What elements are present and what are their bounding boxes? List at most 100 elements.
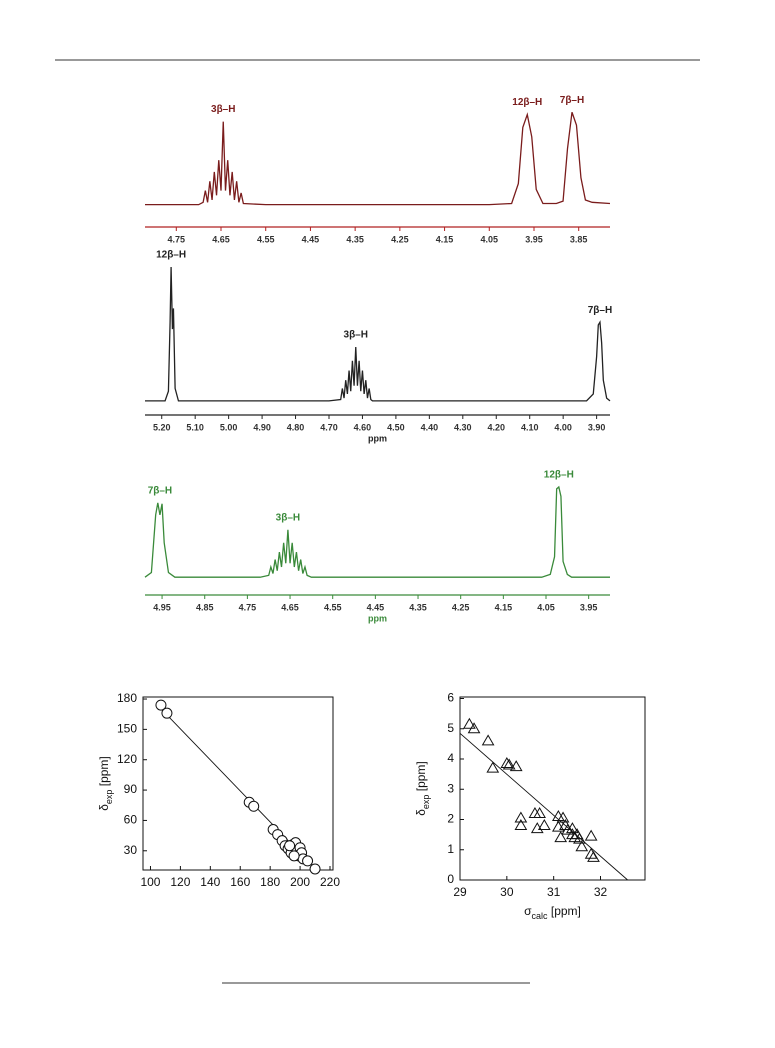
label-part: δ: [414, 809, 428, 816]
x-tick-label: 4.15: [495, 602, 513, 612]
x-tick-label: 4.20: [487, 422, 505, 432]
x-tick-label: 4.80: [287, 422, 305, 432]
point: [566, 822, 579, 834]
y-tick-label: 1: [447, 842, 454, 856]
x-tick-label: 100: [140, 875, 160, 889]
x-tick-label: 4.35: [409, 602, 427, 612]
x-tick-label: 4.90: [253, 422, 271, 432]
x-tick-label: 30: [500, 885, 514, 899]
y-tick-label: 180: [117, 691, 137, 705]
peak-label: 7β–H: [588, 305, 612, 316]
plot-frame: [459, 696, 646, 881]
y-tick-label: 6: [447, 691, 454, 705]
label-part: δ: [97, 804, 111, 811]
ylabel-label: δexp [ppm]: [97, 756, 114, 811]
spectrum-line: [144, 485, 610, 578]
label-part: calc: [532, 911, 549, 921]
point: [155, 699, 167, 711]
peak-label: 12β–H: [512, 97, 542, 108]
point: [533, 806, 546, 818]
point: [309, 863, 321, 875]
x-tick-label: 4.25: [452, 602, 470, 612]
x-tick-label: 4.25: [391, 234, 409, 244]
spectrum-line: [145, 112, 611, 206]
x-tick-label: 5.10: [186, 422, 204, 432]
point: [551, 820, 565, 832]
point: [554, 831, 568, 843]
x-tick-label: 180: [260, 875, 280, 889]
y-tick-label: 30: [124, 843, 138, 857]
x-tick-label: 5.00: [220, 422, 238, 432]
point: [288, 850, 300, 862]
x-tick-label: 3.85: [570, 234, 588, 244]
x-tick-label: 4.65: [281, 602, 299, 612]
x-tick-label: 3.95: [580, 602, 598, 612]
point: [462, 717, 476, 729]
label-part: [ppm]: [97, 756, 111, 789]
ylabel-label: δexp [ppm]: [414, 761, 431, 816]
point: [584, 847, 598, 859]
fit-line: [459, 732, 628, 881]
x-tick-label: 160: [230, 875, 250, 889]
x-tick-label: 4.50: [387, 422, 405, 432]
x-tick-label: 4.55: [257, 234, 275, 244]
point: [161, 707, 173, 719]
point: [284, 840, 296, 852]
x-tick-label: 3.95: [525, 234, 543, 244]
xlabel-label: σcalc [ppm]: [524, 904, 581, 921]
x-tick-label: 120: [170, 875, 190, 889]
spectrum-line: [145, 266, 611, 402]
y-tick-label: 0: [447, 872, 454, 886]
x-tick-label: 4.45: [302, 234, 320, 244]
point: [486, 761, 500, 773]
point: [509, 760, 523, 772]
x-tick-label: 4.05: [537, 602, 555, 612]
x-tick-label: 4.45: [367, 602, 385, 612]
point: [467, 722, 481, 734]
peak-label: 7β–H: [148, 485, 172, 496]
label-part: exp: [421, 795, 431, 810]
y-tick-label: 150: [117, 722, 137, 736]
y-tick-label: 90: [124, 782, 138, 796]
x-tick-label: 140: [200, 875, 220, 889]
y-tick-label: 3: [447, 781, 454, 795]
peak-label: 3β–H: [211, 104, 235, 115]
peak-label: 12β–H: [156, 250, 186, 261]
x-axis-label: ppm: [368, 433, 387, 443]
point: [587, 850, 600, 862]
x-tick-label: 220: [320, 875, 340, 889]
point: [514, 819, 528, 831]
x-tick-label: 31: [547, 885, 561, 899]
point: [573, 832, 586, 844]
peak-label: 12β–H: [544, 470, 574, 481]
point: [500, 757, 514, 769]
point: [248, 800, 260, 812]
x-tick-label: 4.95: [153, 602, 171, 612]
point: [481, 734, 495, 746]
x-tick-label: 4.85: [196, 602, 214, 612]
x-tick-label: 4.75: [168, 234, 186, 244]
point: [537, 819, 551, 831]
x-tick-label: 4.30: [454, 422, 472, 432]
plot-frame: [142, 696, 334, 871]
point: [584, 829, 598, 841]
x-tick-label: 4.70: [320, 422, 338, 432]
x-tick-label: 4.15: [436, 234, 454, 244]
x-tick-label: 4.40: [421, 422, 439, 432]
x-tick-label: 4.00: [554, 422, 572, 432]
label-part: σ: [524, 904, 532, 918]
peak-label: 7β–H: [560, 95, 584, 106]
point: [556, 811, 570, 823]
point: [302, 855, 314, 867]
x-tick-label: 4.05: [481, 234, 499, 244]
point: [575, 840, 589, 852]
y-tick-label: 5: [447, 721, 454, 735]
x-tick-label: 4.10: [521, 422, 539, 432]
x-tick-label: 3.90: [588, 422, 606, 432]
point: [561, 823, 575, 835]
label-part: [ppm]: [548, 904, 581, 918]
label-part: exp: [104, 790, 114, 805]
point: [502, 758, 516, 770]
